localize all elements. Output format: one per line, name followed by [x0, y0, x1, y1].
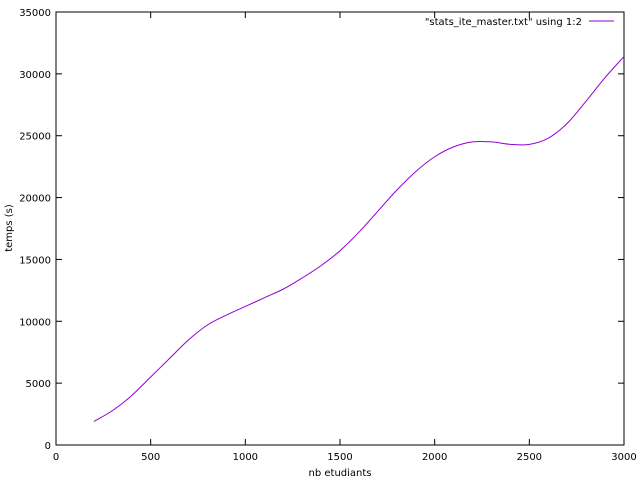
y-tick-label: 0	[45, 441, 51, 452]
y-tick-label: 25000	[19, 132, 51, 143]
legend: "stats_ite_master.txt" using 1:2	[425, 17, 614, 28]
y-tick-label: 30000	[19, 70, 51, 81]
y-tick-label: 10000	[19, 317, 51, 328]
plot-frame	[55, 11, 625, 446]
x-tick-label: 500	[141, 452, 160, 463]
y-tick-label: 15000	[19, 255, 51, 266]
x-tick-label: 0	[53, 452, 59, 463]
y-axis-label: temps (s)	[4, 204, 15, 252]
x-tick-label: 1500	[327, 452, 352, 463]
x-tick-label: 2500	[517, 452, 542, 463]
y-axis-ticks: 0 5000 10000 15000 20000 25000 30000 35000	[19, 8, 624, 452]
x-tick-label: 1000	[233, 452, 258, 463]
x-tick-label: 3000	[611, 452, 636, 463]
legend-label: "stats_ite_master.txt" using 1:2	[425, 17, 582, 28]
x-tick-label: 2000	[422, 452, 447, 463]
y-tick-label: 35000	[19, 8, 51, 19]
series-line	[93, 56, 625, 422]
x-axis-label: nb etudiants	[309, 468, 372, 479]
y-tick-label: 20000	[19, 194, 51, 205]
y-tick-label: 5000	[26, 379, 51, 390]
x-axis-ticks: 0 500 1000 1500 2000 2500 3000	[53, 12, 637, 463]
